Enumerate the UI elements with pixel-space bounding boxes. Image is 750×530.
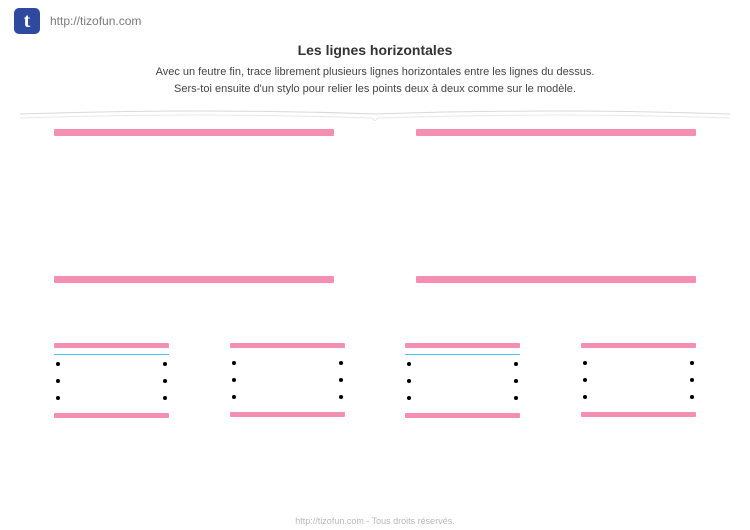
site-url: http://tizofun.com [50, 14, 141, 28]
guide-bar-thin [405, 343, 520, 348]
dot [690, 361, 694, 365]
guide-bar-thin [581, 343, 696, 348]
dot [583, 361, 587, 365]
guide-bar-thin [54, 343, 169, 348]
dot-row [405, 362, 520, 366]
dot [583, 378, 587, 382]
page-fold-decoration [20, 107, 730, 121]
dot [339, 361, 343, 365]
dot [163, 362, 167, 366]
dot [163, 379, 167, 383]
dot-row [230, 361, 345, 365]
practice-box [230, 343, 345, 418]
dot [514, 379, 518, 383]
guide-bar [416, 129, 696, 136]
dot [232, 395, 236, 399]
instructions-line-2: Sers-toi ensuite d'un stylo pour relier … [40, 81, 710, 98]
dot-row [581, 361, 696, 365]
dot-row [230, 378, 345, 382]
guide-bar [54, 276, 334, 283]
dot [339, 378, 343, 382]
guide-bar-thin [54, 413, 169, 418]
dot [232, 378, 236, 382]
dot-row [54, 362, 169, 366]
dot [407, 379, 411, 383]
dot-row [54, 396, 169, 400]
footer-copyright: http://tizofun.com - Tous droits réservé… [0, 516, 750, 526]
dot [407, 396, 411, 400]
dot [339, 395, 343, 399]
guide-bar-thin [405, 413, 520, 418]
page-title: Les lignes horizontales [0, 42, 750, 58]
dot [56, 396, 60, 400]
dot [514, 396, 518, 400]
example-traced-line [54, 354, 169, 355]
practice-box [581, 343, 696, 418]
dot [690, 378, 694, 382]
dot-row [405, 379, 520, 383]
guide-bar [54, 129, 334, 136]
header: t http://tizofun.com [0, 0, 750, 38]
guide-row-top [54, 129, 696, 136]
dot [56, 379, 60, 383]
dot-row [405, 396, 520, 400]
practice-row [54, 343, 696, 418]
guide-row-mid [54, 276, 696, 283]
dot [232, 361, 236, 365]
dot-row [581, 395, 696, 399]
dot [56, 362, 60, 366]
worksheet-area [0, 121, 750, 418]
dot-row [54, 379, 169, 383]
dot-row [581, 378, 696, 382]
guide-bar [416, 276, 696, 283]
example-traced-line [405, 354, 520, 355]
dot [583, 395, 587, 399]
dot [514, 362, 518, 366]
dot [163, 396, 167, 400]
practice-box [54, 343, 169, 418]
dot [690, 395, 694, 399]
guide-bar-thin [581, 412, 696, 417]
guide-bar-thin [230, 343, 345, 348]
site-logo: t [14, 8, 40, 34]
practice-box [405, 343, 520, 418]
dot [407, 362, 411, 366]
guide-bar-thin [230, 412, 345, 417]
dot-row [230, 395, 345, 399]
instructions-line-1: Avec un feutre fin, trace librement plus… [40, 64, 710, 81]
instructions: Avec un feutre fin, trace librement plus… [0, 64, 750, 97]
